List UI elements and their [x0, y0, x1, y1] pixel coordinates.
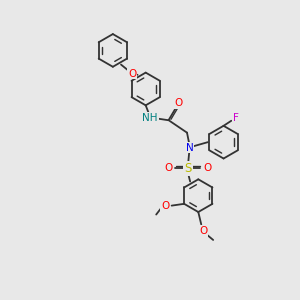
Text: O: O — [164, 163, 172, 173]
Text: O: O — [128, 68, 136, 79]
Text: O: O — [203, 163, 211, 173]
Text: O: O — [161, 201, 169, 211]
Text: O: O — [199, 226, 207, 236]
Text: S: S — [184, 162, 192, 176]
Text: N: N — [185, 142, 193, 152]
Text: O: O — [175, 98, 183, 108]
Text: F: F — [232, 113, 238, 123]
Text: NH: NH — [142, 113, 158, 123]
